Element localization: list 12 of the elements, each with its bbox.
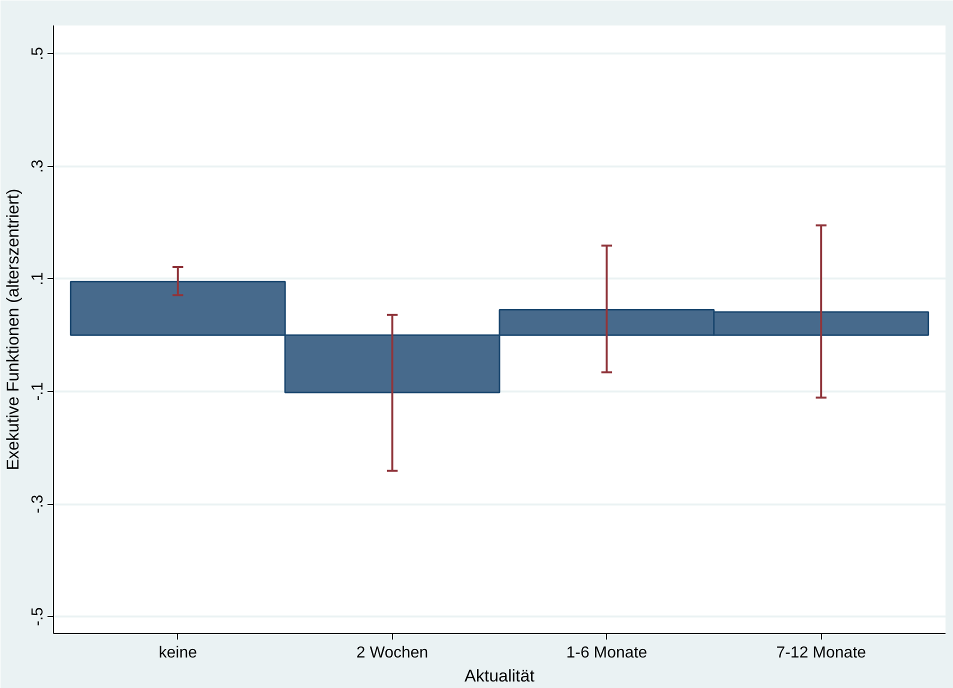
y-axis-title: Exekutive Funktionen (alterszentriert) [4, 188, 22, 470]
y-tick-label: -.3 [30, 494, 46, 514]
x-tick-label: 1-6 Monate [566, 644, 648, 662]
y-tick-label: -.5 [30, 607, 46, 626]
y-tick-label: .1 [30, 272, 46, 286]
y-tick-label: .5 [30, 46, 46, 60]
y-tick-label: -.1 [30, 382, 46, 401]
y-tick-label: .3 [30, 159, 46, 173]
x-tick-label: keine [158, 644, 198, 662]
x-axis-title: Aktualität [464, 666, 535, 686]
x-tick-label: 2 Wochen [356, 644, 428, 662]
x-tick-label: 7-12 Monate [776, 644, 866, 662]
